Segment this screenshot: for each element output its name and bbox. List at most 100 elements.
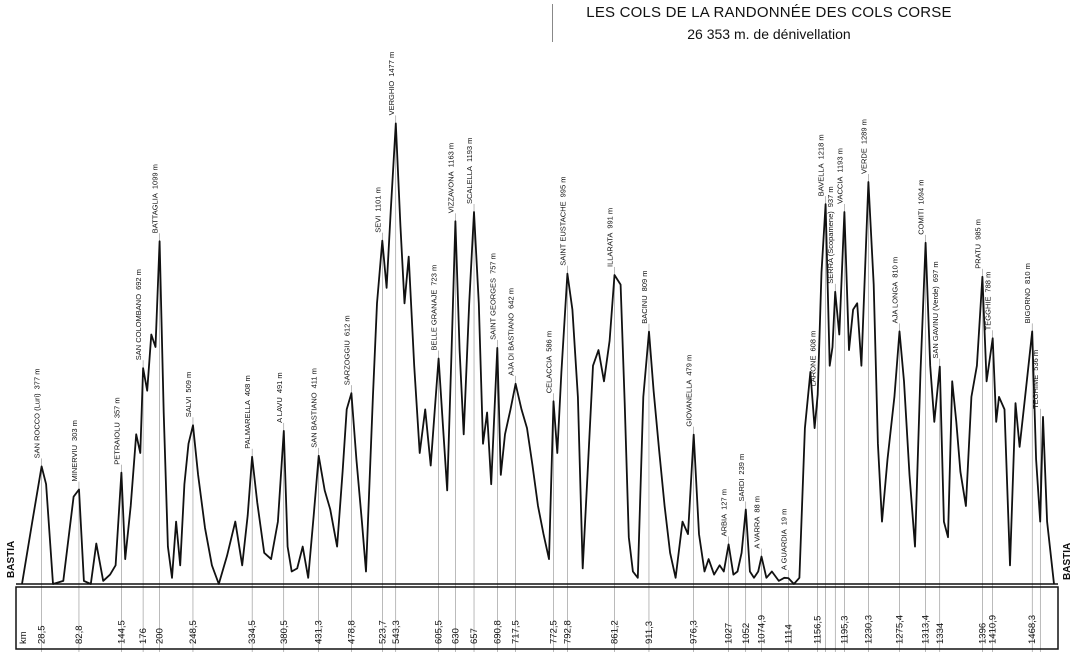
col-altitude: 239 m <box>737 454 746 475</box>
km-label-scalella: 657 <box>469 628 480 644</box>
km-label-san-colombano: 176 <box>138 628 149 644</box>
col-altitude: 491 m <box>275 372 284 393</box>
col-label-tegghie: TEGGHIE 788 m <box>984 272 993 331</box>
col-name: A GUARDIA <box>779 529 788 570</box>
col-altitude: 1101 m <box>373 187 382 211</box>
col-label-serra-scopamene: SERRA (Scopamene) 937 m <box>826 186 835 283</box>
km-label-petraiolu: 144,5 <box>116 620 127 644</box>
km-label-illarata: 861,2 <box>610 620 621 644</box>
km-label-comiti: 1313,4 <box>921 615 932 644</box>
col-name: SCALELLA <box>465 166 474 204</box>
col-label-comiti: COMITI 1094 m <box>917 180 926 235</box>
col-name: BATTAGLIA <box>151 193 160 233</box>
col-label-pratu: PRATU 985 m <box>973 219 982 269</box>
col-label-saint-eustache: SAINT EUSTACHE 995 m <box>558 177 567 266</box>
col-label-san-gavinu-verde: SAN GAVINU (Verde) 697 m <box>931 261 940 358</box>
col-altitude: 586 m <box>545 331 554 352</box>
col-name: CELACCIA <box>545 356 554 394</box>
col-label-verghio: VERGHIO 1477 m <box>387 52 396 116</box>
col-altitude: 1163 m <box>446 143 455 167</box>
col-altitude: 809 m <box>640 270 649 291</box>
km-label-sardi: 1052 <box>741 623 752 644</box>
col-label-battaglia: BATTAGLIA 1099 m <box>151 164 160 233</box>
col-label-bigorno: BIGORNO 810 m <box>1023 263 1032 323</box>
col-name: GIOVANELLA <box>685 380 694 427</box>
col-name: SAN BASTIANO <box>310 392 319 448</box>
col-altitude: 723 m <box>430 265 439 286</box>
col-altitude: 377 m <box>33 369 42 390</box>
col-altitude: 937 m <box>826 186 835 207</box>
col-label-petraiolu: PETRAIOLU 357 m <box>112 397 121 464</box>
col-name: TEGHIME <box>1031 375 1040 409</box>
col-label-sevi: SEVI 1101 m <box>373 187 382 233</box>
km-label-bigorno: 1468,3 <box>1027 615 1038 644</box>
km-label-san-bastiano: 431,3 <box>314 620 325 644</box>
elevation-profile-line <box>21 122 1055 585</box>
km-label-verde: 1230,3 <box>863 615 874 644</box>
start-label-bastia: BASTIA <box>6 541 17 578</box>
col-altitude: 788 m <box>984 272 993 293</box>
col-name: LARONE <box>809 356 818 387</box>
col-altitude: 479 m <box>685 355 694 376</box>
col-name: SALVI <box>184 397 193 418</box>
km-label-giovanella: 976,3 <box>689 620 700 644</box>
col-name: BAVELLA <box>817 163 826 196</box>
col-altitude: 991 m <box>606 208 615 229</box>
km-axis: km 28,5 82,8 144,5 176 200 248,5 334,5 380,5 431… <box>15 586 1059 650</box>
col-altitude: 127 m <box>720 489 729 510</box>
km-label-celaccia: 772,5 <box>549 620 560 644</box>
profile-layer <box>16 122 1058 585</box>
col-label-aja-di-bastiano: AJA DI BASTIANO 642 m <box>507 288 516 376</box>
tick-lines <box>41 115 1041 652</box>
col-name: SAN GAVINU (Verde) <box>931 286 940 359</box>
col-name: PETRAIOLU <box>112 422 121 465</box>
col-label-a-guardia: A GUARDIA 19 m <box>779 509 788 571</box>
col-altitude: 697 m <box>931 261 940 282</box>
km-label-bacinu: 911,3 <box>644 621 655 644</box>
col-name: ARBIA <box>720 514 729 537</box>
col-altitude: 88 m <box>753 496 762 513</box>
col-altitude: 19 m <box>779 509 788 526</box>
col-name: SEVI <box>373 216 382 233</box>
col-altitude: 408 m <box>243 375 252 396</box>
km-label-saint-georges: 690,8 <box>492 620 503 644</box>
km-axis-box <box>15 586 1059 650</box>
col-label-belle-granaje: BELLE GRANAJE 723 m <box>430 265 439 351</box>
col-name: A VARRA <box>753 517 762 549</box>
km-label-vaccia: 1195,3 <box>839 616 850 644</box>
col-altitude: 1094 m <box>917 180 926 205</box>
col-label-san-bastiano: SAN BASTIANO 411 m <box>310 368 319 448</box>
col-label-palmarella: PALMARELLA 408 m <box>243 375 252 449</box>
col-label-saint-georges: SAINT GEORGES 757 m <box>488 253 497 340</box>
col-label-vizzavona: VIZZAVONA 1163 m <box>446 143 455 213</box>
col-altitude: 411 m <box>310 368 319 388</box>
col-altitude: 692 m <box>134 269 143 290</box>
col-altitude: 810 m <box>1023 263 1032 284</box>
col-label-sardi: SARDI 239 m <box>737 454 746 502</box>
chart-title: LES COLS DE LA RANDONNÉE DES COLS CORSE <box>586 4 952 21</box>
col-label-larone: LARONE 608 m <box>809 331 818 387</box>
km-label-sevi: 523,7 <box>377 620 388 644</box>
km-label-minerviu: 82,8 <box>74 626 85 645</box>
title-block: LES COLS DE LA RANDONNÉE DES COLS CORSE … <box>552 4 979 42</box>
col-altitude: 995 m <box>558 177 567 198</box>
km-label-salvi: 248,5 <box>188 620 199 644</box>
col-name: ILLARATA <box>606 233 615 267</box>
col-label-illarata: ILLARATA 991 m <box>606 208 615 267</box>
col-label-sarzoggiu: SARZOGGIU 612 m <box>342 315 351 385</box>
km-label-belle-granaje: 605,5 <box>434 620 445 644</box>
col-name: BIGORNO <box>1023 288 1032 324</box>
col-label-san-rocco-luri: SAN ROCCO (Luri) 377 m <box>33 369 42 459</box>
col-label-bacinu: BACINU 809 m <box>640 270 649 323</box>
km-label-vizzavona: 630 <box>450 628 461 644</box>
col-name: A LAVU <box>275 397 284 423</box>
col-name: AJA DI BASTIANO <box>507 313 516 376</box>
col-altitude: 642 m <box>507 288 516 309</box>
col-altitude: 1193 m <box>835 148 844 172</box>
km-axis-label: km <box>18 631 29 644</box>
col-name: VIZZAVONA <box>446 171 455 213</box>
col-label-aja-longa: AJA LONGA 810 m <box>891 257 900 324</box>
col-labels: SAN ROCCO (Luri) 377 m MINERVIU 303 m PETRAI… <box>33 52 1041 570</box>
col-label-vaccia: VACCIA 1193 m <box>835 148 844 204</box>
